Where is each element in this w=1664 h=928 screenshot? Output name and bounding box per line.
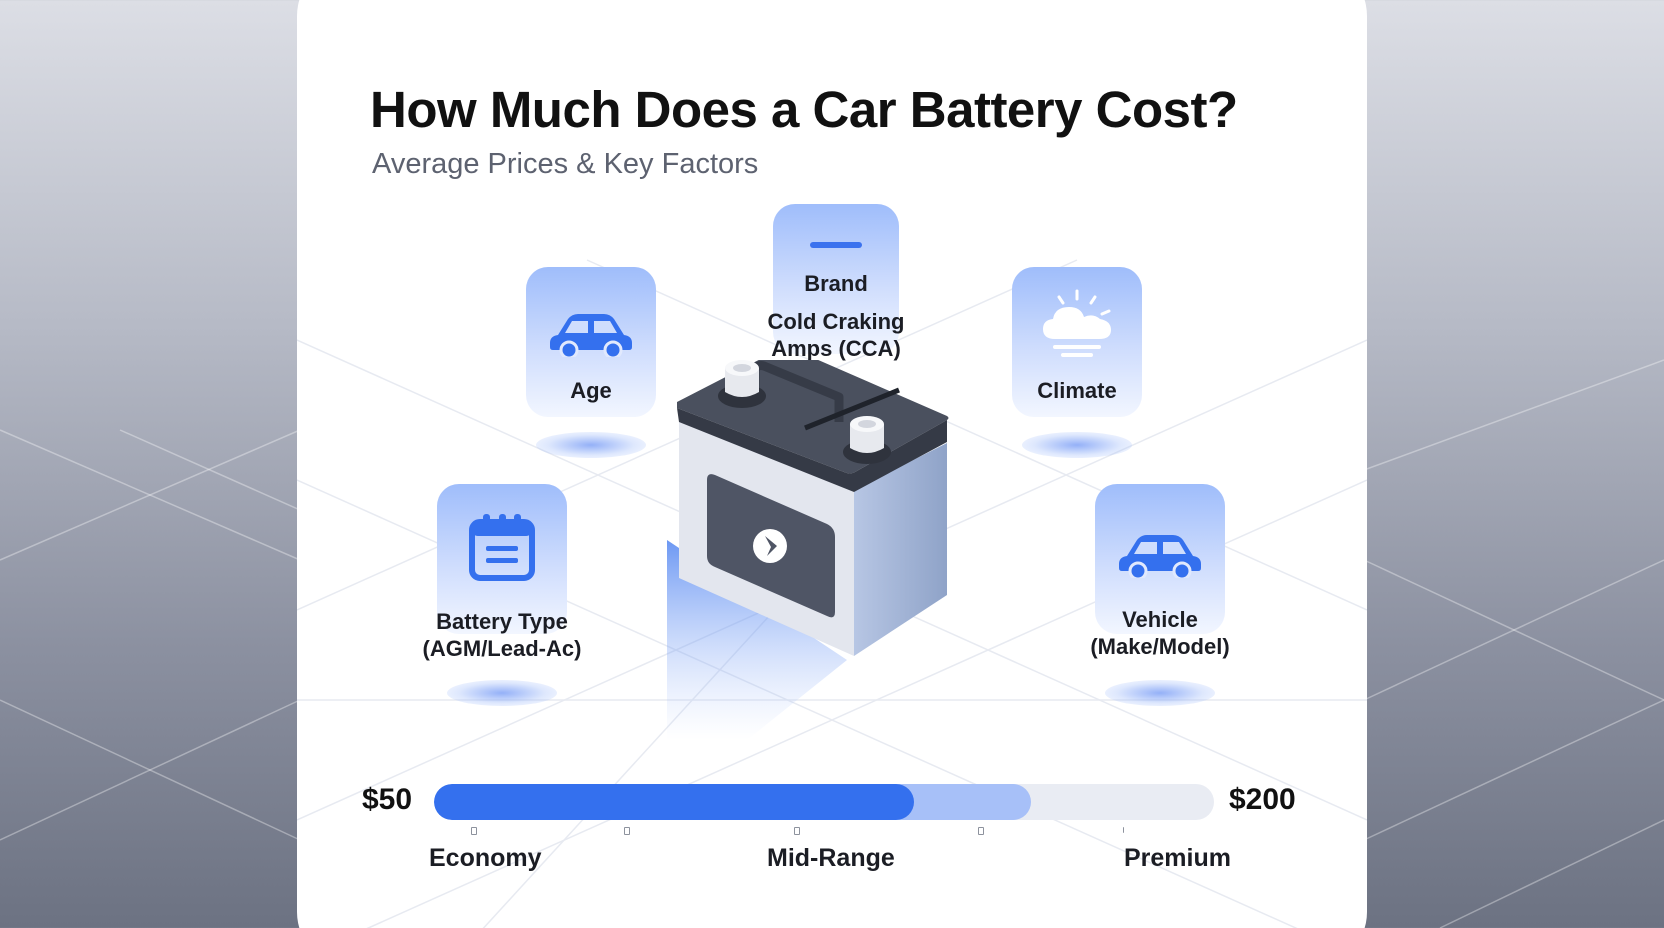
factor-battery-type-glow xyxy=(447,680,557,706)
bar-icon xyxy=(810,242,862,248)
price-range-bar xyxy=(434,784,1214,820)
page-title: How Much Does a Car Battery Cost? xyxy=(370,81,1238,138)
factor-brand-tile: Brand xyxy=(773,204,899,354)
factor-climate-tile: Climate xyxy=(1012,267,1142,458)
price-tick xyxy=(794,827,800,835)
tier-economy-label: Economy xyxy=(429,844,542,872)
price-min-label: $50 xyxy=(362,783,413,816)
page-subtitle: Average Prices & Key Factors xyxy=(372,148,759,180)
factor-battery-type-tile: Battery Type (AGM/Lead-Ac) xyxy=(423,484,581,706)
car-battery-illustration xyxy=(667,360,949,740)
price-max-label: $200 xyxy=(1229,783,1296,816)
price-range-economy-fill xyxy=(434,784,914,820)
price-tick xyxy=(624,827,630,835)
factor-climate-label: Climate xyxy=(1037,378,1117,403)
car-icon xyxy=(550,314,632,357)
factor-cca-line: Cold Craking Amps (CCA) xyxy=(767,309,905,361)
cloud-sun-icon xyxy=(1043,289,1111,357)
factor-vehicle-tile: Vehicle (Make/Model) xyxy=(1090,484,1230,706)
factor-age-tile: Age xyxy=(526,267,656,458)
tier-premium-label: Premium xyxy=(1124,844,1231,872)
factor-vehicle-label: Vehicle (Make/Model) xyxy=(1090,607,1230,659)
price-tick xyxy=(978,827,984,835)
infographic-card: How Much Does a Car Battery Cost? Averag… xyxy=(297,0,1367,928)
factor-battery-type-label: Battery Type (AGM/Lead-Ac) xyxy=(422,609,582,661)
factor-vehicle-glow xyxy=(1105,680,1215,706)
factor-brand-label: Brand xyxy=(804,271,868,296)
factor-age-label: Age xyxy=(570,378,612,403)
factor-climate-glow xyxy=(1022,432,1132,458)
factor-cca-label: Cold Craking Amps (CCA) xyxy=(726,308,946,362)
tier-midrange-label: Mid-Range xyxy=(767,844,895,872)
car-icon xyxy=(1119,535,1201,578)
factor-age-glow xyxy=(536,432,646,458)
calendar-icon xyxy=(469,514,535,581)
price-tick xyxy=(1123,827,1128,833)
price-tick xyxy=(471,827,477,835)
